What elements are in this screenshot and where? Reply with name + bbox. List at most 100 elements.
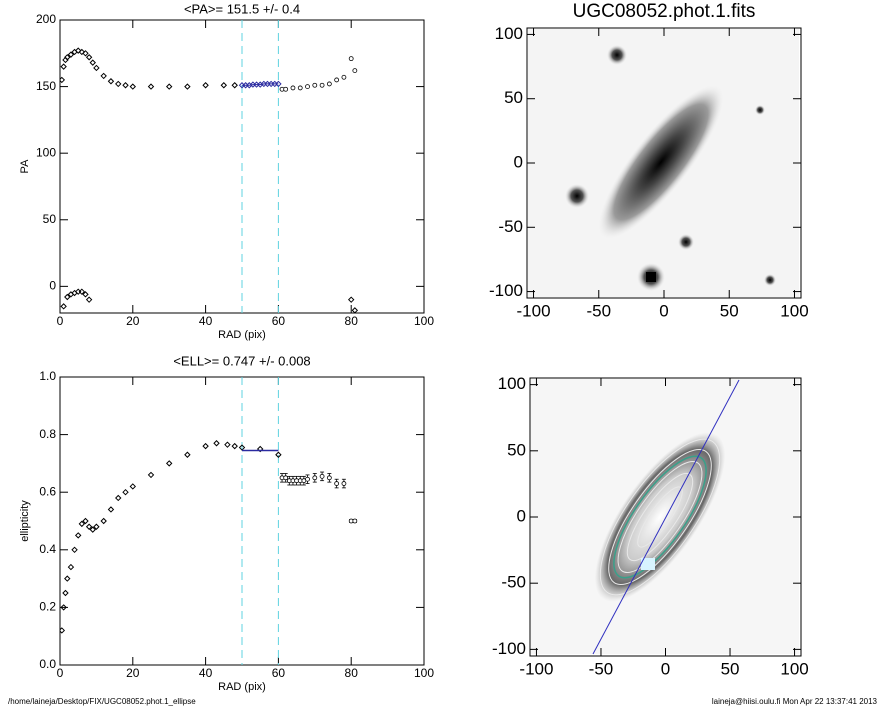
point xyxy=(93,523,100,530)
x-tick-label: 40 xyxy=(199,666,213,680)
point xyxy=(129,483,137,490)
y-tick-label: -100 xyxy=(489,281,523,300)
point xyxy=(312,82,318,88)
point xyxy=(297,85,303,91)
y-tick-label: 50 xyxy=(504,88,523,107)
point xyxy=(107,506,115,513)
x-axis-label: RAD (pix) xyxy=(218,329,266,341)
chart-title: <PA>= 151.5 +/- 0.4 xyxy=(184,1,300,16)
footer-right: laineja@hiisi.oulu.fi Mon Apr 22 13:37:4… xyxy=(712,697,878,706)
point xyxy=(100,517,107,525)
point xyxy=(305,476,310,482)
point xyxy=(283,475,289,481)
y-tick-label: 100 xyxy=(498,374,526,393)
point xyxy=(147,471,155,479)
point xyxy=(71,546,78,554)
point xyxy=(67,563,75,571)
point xyxy=(326,81,332,87)
point xyxy=(93,64,100,72)
point xyxy=(60,627,66,634)
point xyxy=(334,481,340,486)
y-tick-label: 0.8 xyxy=(39,427,56,441)
point xyxy=(184,451,191,458)
x-tick-label: 0 xyxy=(57,314,64,328)
point xyxy=(184,83,191,90)
point xyxy=(352,518,358,524)
point xyxy=(275,80,282,88)
point xyxy=(326,475,332,481)
x-tick-label: 100 xyxy=(780,659,808,678)
x-tick-label: 60 xyxy=(272,314,286,328)
point xyxy=(231,442,238,450)
x-axis-label: RAD (pix) xyxy=(218,681,266,693)
point xyxy=(147,83,155,90)
y-tick-label: 0 xyxy=(49,279,56,293)
point xyxy=(60,63,67,70)
y-tick-label: 100 xyxy=(495,24,523,43)
point xyxy=(122,488,129,496)
x-tick-label: 50 xyxy=(721,659,740,678)
plot-area xyxy=(60,47,359,313)
point xyxy=(100,72,107,80)
point xyxy=(78,520,86,528)
point xyxy=(283,86,289,92)
y-tick-label: -100 xyxy=(492,639,526,658)
point xyxy=(122,82,129,89)
x-tick-label: -50 xyxy=(589,659,614,678)
y-tick-label: 0 xyxy=(517,506,526,525)
x-tick-label: 0 xyxy=(57,666,64,680)
chart-title: UGC08052.phot.1.fits xyxy=(573,1,756,22)
point xyxy=(60,604,67,611)
galaxy-image xyxy=(528,29,799,297)
point xyxy=(129,83,137,90)
point xyxy=(341,481,347,486)
x-tick-label: -50 xyxy=(586,301,611,320)
point xyxy=(165,83,173,90)
point xyxy=(85,296,93,303)
point xyxy=(89,526,96,533)
y-tick-label: 150 xyxy=(36,79,56,93)
point xyxy=(85,54,93,61)
point xyxy=(290,85,296,91)
point xyxy=(275,451,282,458)
x-tick-label: 100 xyxy=(414,314,434,328)
point xyxy=(256,445,264,453)
point xyxy=(341,74,347,80)
point xyxy=(64,575,71,582)
point xyxy=(74,532,82,539)
y-tick-label: 0 xyxy=(514,152,523,171)
y-axis-label: PA xyxy=(19,159,31,174)
y-tick-label: 50 xyxy=(507,440,526,459)
y-tick-label: 0.2 xyxy=(39,600,56,614)
point xyxy=(319,82,325,88)
point xyxy=(231,82,238,89)
x-tick-label: 0 xyxy=(659,301,668,320)
y-tick-label: 0.4 xyxy=(39,542,56,556)
point xyxy=(352,68,358,74)
point xyxy=(213,440,220,447)
point xyxy=(64,54,71,61)
point xyxy=(202,442,209,450)
point xyxy=(82,50,89,57)
x-tick-label: 20 xyxy=(126,314,140,328)
point xyxy=(78,48,86,56)
point xyxy=(347,296,355,303)
point xyxy=(115,494,122,502)
x-tick-label: 20 xyxy=(126,666,140,680)
x-tick-label: 100 xyxy=(780,301,808,320)
point xyxy=(67,51,75,58)
point xyxy=(202,82,209,89)
point xyxy=(82,517,89,525)
x-tick-label: 80 xyxy=(345,314,359,328)
point xyxy=(62,589,69,597)
plot-area xyxy=(60,440,358,634)
point xyxy=(78,288,86,295)
point xyxy=(82,291,89,298)
point xyxy=(74,47,82,54)
y-tick-label: -50 xyxy=(498,217,523,236)
x-tick-label: 80 xyxy=(345,666,359,680)
y-tick-label: 1.0 xyxy=(39,369,56,383)
model-image xyxy=(531,379,799,655)
point xyxy=(312,475,318,481)
